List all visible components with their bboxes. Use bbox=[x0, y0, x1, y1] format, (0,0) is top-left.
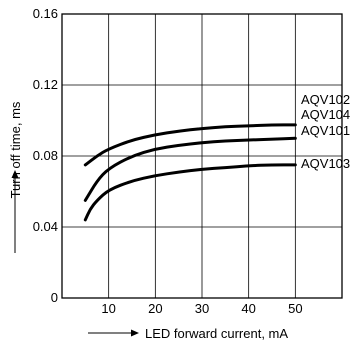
y-tick-label: 0.08 bbox=[33, 148, 58, 163]
series-label: AQV104 bbox=[301, 107, 350, 122]
y-tick-labels: 0 0.04 0.08 0.12 0.16 bbox=[33, 6, 58, 305]
x-tick-label: 10 bbox=[101, 301, 115, 316]
series-line-0 bbox=[83, 123, 297, 167]
y-tick-label: 0.04 bbox=[33, 219, 58, 234]
series-label: AQV103 bbox=[301, 156, 350, 171]
x-axis-title-group: LED forward current, mA bbox=[88, 326, 288, 340]
x-tick-label: 20 bbox=[148, 301, 162, 316]
y-axis-arrowhead-icon bbox=[11, 170, 19, 178]
x-axis-title: LED forward current, mA bbox=[145, 326, 288, 340]
y-axis-title-group: Turn off time, ms bbox=[8, 101, 23, 253]
x-tick-label: 30 bbox=[195, 301, 209, 316]
x-tick-labels: 10 20 30 40 50 bbox=[101, 301, 302, 316]
series-line-1 bbox=[83, 136, 297, 202]
plot-frame bbox=[61, 13, 343, 299]
y-tick-label: 0.12 bbox=[33, 77, 58, 92]
series-line-2 bbox=[83, 163, 297, 222]
y-tick-label: 0 bbox=[51, 290, 58, 305]
series-label: AQV102 bbox=[301, 92, 350, 107]
x-axis-arrowhead-icon bbox=[131, 329, 139, 337]
series-lines bbox=[83, 123, 297, 222]
grid bbox=[62, 14, 342, 298]
x-tick-label: 40 bbox=[241, 301, 255, 316]
y-tick-label: 0.16 bbox=[33, 6, 58, 21]
y-axis-title: Turn off time, ms bbox=[8, 101, 23, 198]
x-tick-label: 50 bbox=[288, 301, 302, 316]
series-label: AQV101 bbox=[301, 123, 350, 138]
